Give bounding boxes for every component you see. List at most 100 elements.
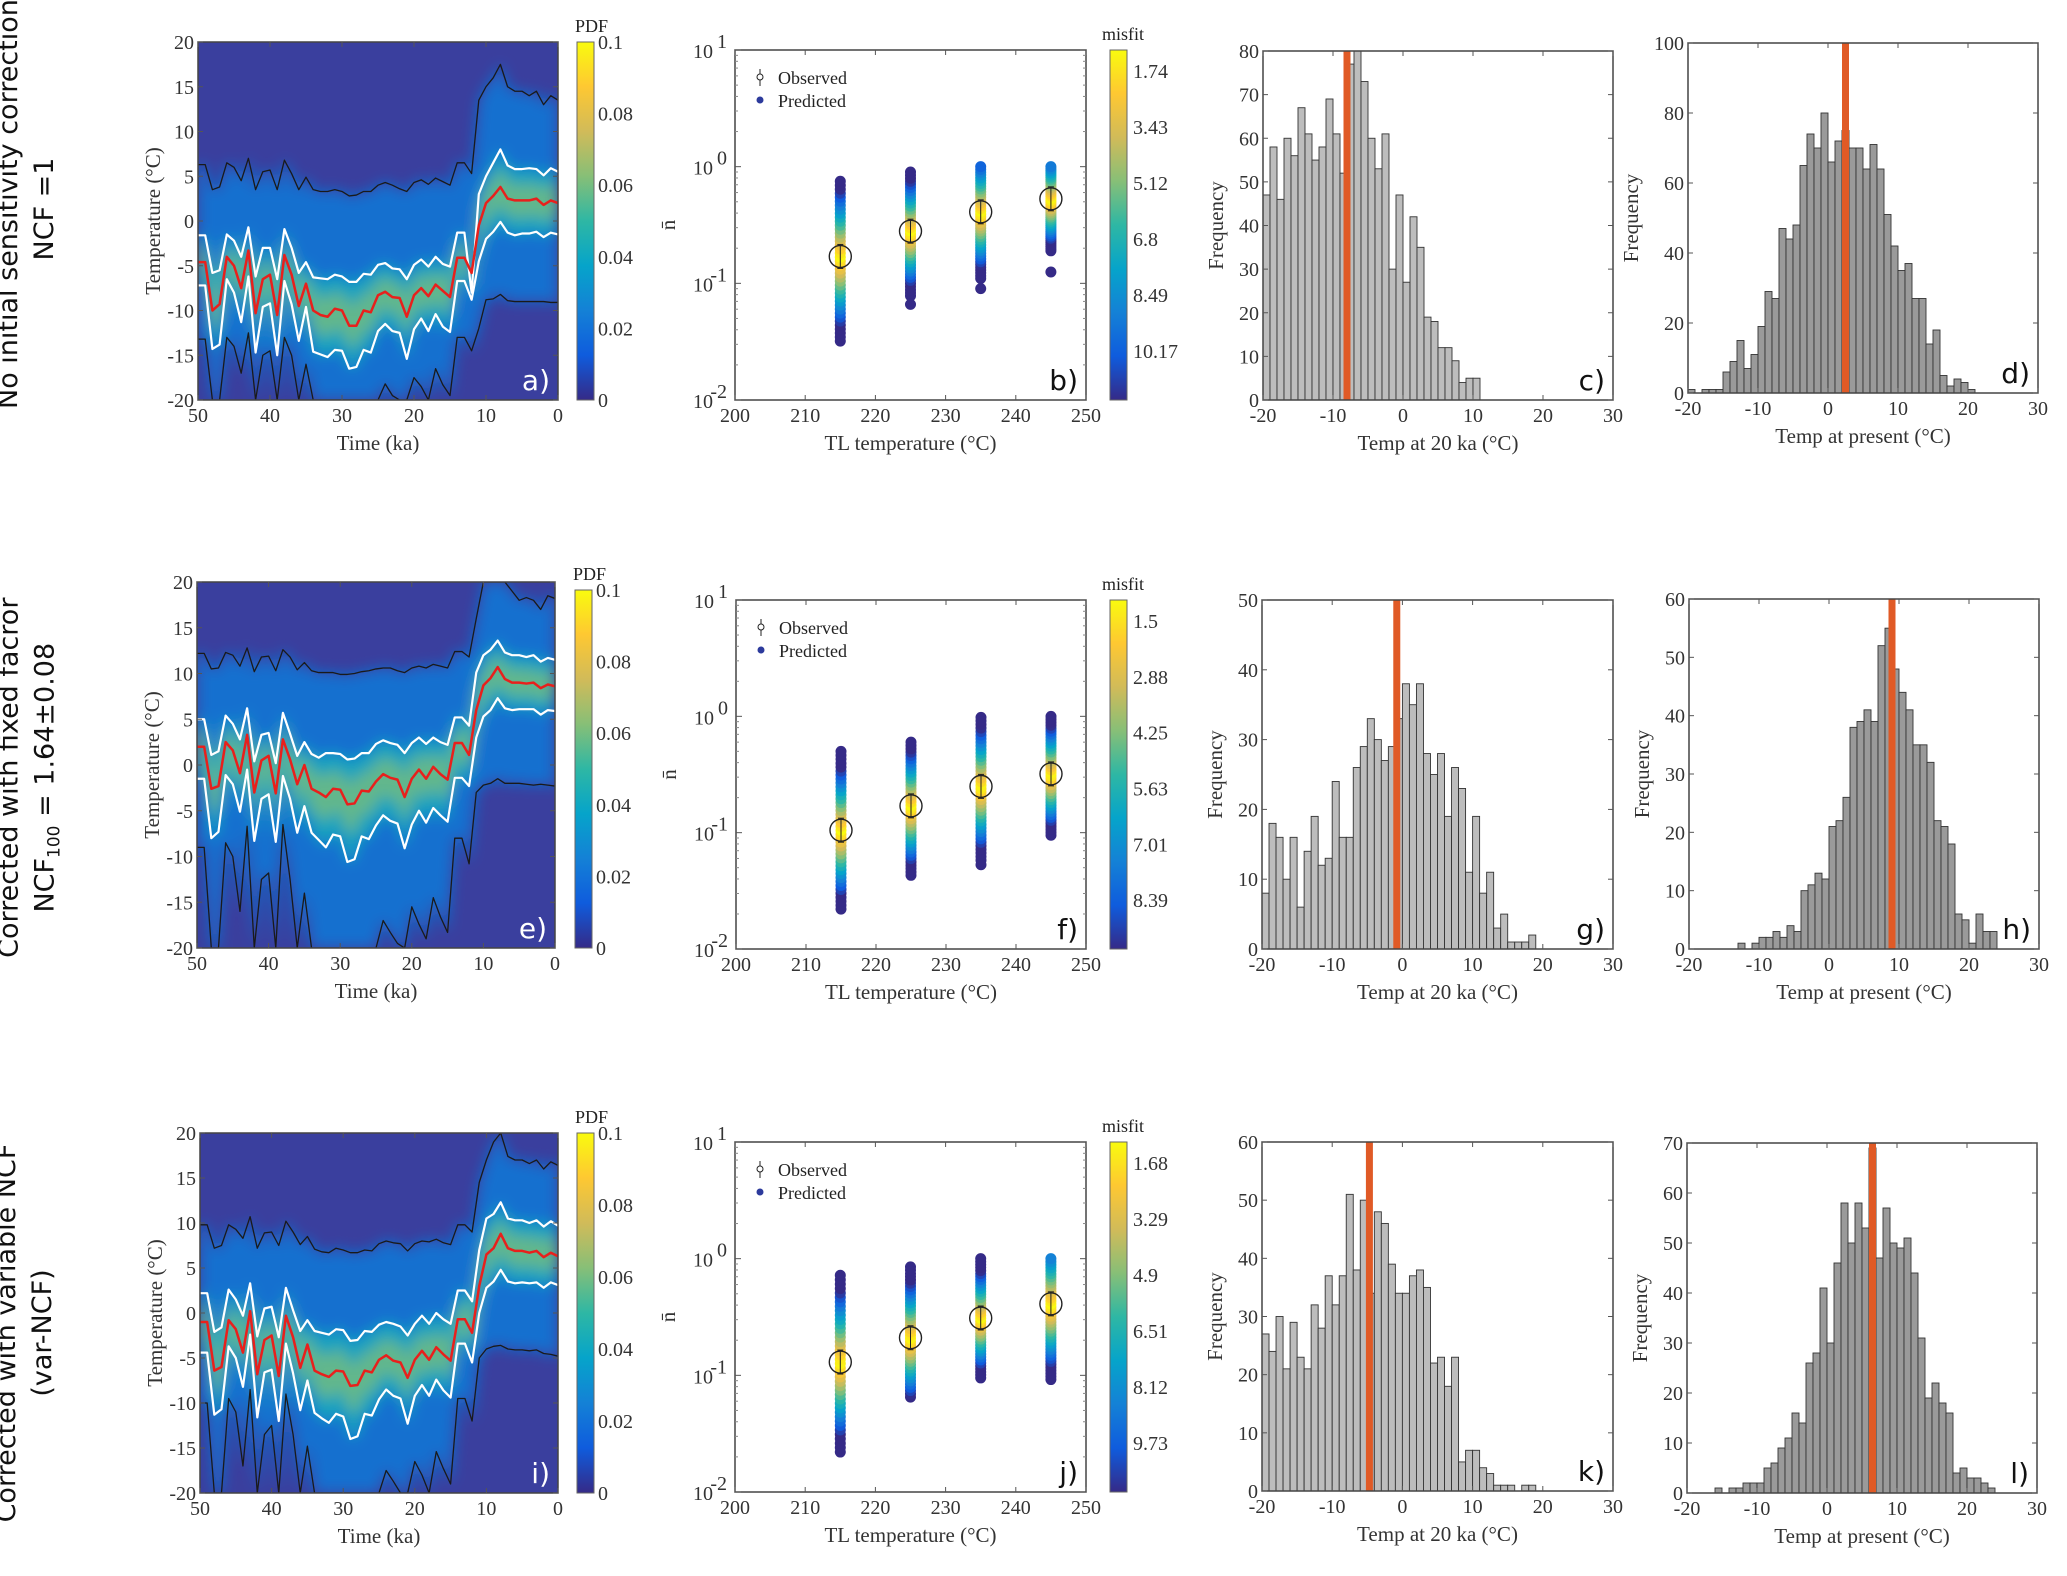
panel-h: -20 -10 0 10 20 30 0 10 20 30 40 50 60 Temp at presen… — [1630, 589, 2049, 1004]
y-tick-label: 20 — [173, 572, 193, 594]
histogram-bar — [1289, 836, 1298, 950]
histogram-bar — [1317, 1327, 1326, 1492]
histogram-bar — [1318, 146, 1327, 401]
predicted-point — [975, 711, 987, 723]
ci68-upper-line — [198, 148, 558, 294]
x-tick-label: 50 — [190, 1498, 210, 1520]
y-tick-label: -10 — [166, 847, 193, 869]
y-tick-label: -5 — [177, 256, 194, 278]
histogram-bar — [1472, 815, 1481, 950]
y-tick-label: 10 — [693, 41, 713, 63]
y-tick-label: 10 — [693, 1366, 713, 1388]
histogram-bar — [1777, 1447, 1786, 1494]
panel-c: -20 -10 0 10 20 30 0 10 20 30 40 50 60 70 80 Temp at 20… — [1204, 41, 1623, 455]
y-tick-label: 0 — [186, 1303, 196, 1325]
x-tick-label: -10 — [1746, 954, 1773, 976]
histogram-bar — [1507, 1484, 1516, 1492]
histogram-bar — [1269, 146, 1278, 401]
histogram-bar — [1764, 291, 1773, 394]
density-band-68 — [197, 640, 555, 862]
axes-frame — [734, 49, 1087, 401]
histogram-bar — [1451, 360, 1460, 401]
y-axis-label: n̄ — [656, 1311, 680, 1322]
panel-label: b) — [1049, 364, 1078, 397]
y-tick-label: 50 — [1663, 1233, 1683, 1255]
x-tick-label: 30 — [1603, 954, 1623, 976]
ci68-upper-line — [197, 639, 555, 765]
histogram-bar — [1842, 796, 1851, 950]
histogram-bar — [1919, 744, 1928, 950]
histogram-bar — [1833, 1262, 1842, 1494]
x-tick-label: -20 — [1675, 398, 1702, 420]
y-tick-label: 60 — [1664, 173, 1684, 195]
histogram-bar — [1373, 739, 1382, 950]
ci95-lower-line — [200, 1344, 558, 1493]
histogram-bar — [1458, 1461, 1467, 1492]
panel-label: c) — [1579, 364, 1605, 397]
pdf-colorbar — [576, 41, 595, 401]
histogram-bar — [1821, 878, 1830, 950]
y-tick-label: 30 — [1238, 1307, 1258, 1329]
histogram-bar — [1373, 1211, 1382, 1492]
colorbar-title: PDF — [575, 16, 608, 36]
colorbar-tick-label: 7.01 — [1133, 834, 1168, 856]
histogram-bar — [1444, 347, 1453, 401]
legend-predicted-marker — [756, 1188, 764, 1196]
histogram-bar — [1303, 850, 1312, 950]
legend-predicted-label: Predicted — [778, 91, 846, 111]
histogram-bar — [1408, 704, 1417, 950]
predicted-point — [834, 1269, 846, 1281]
colorbar-title: misfit — [1102, 24, 1144, 44]
histogram-bar — [1877, 645, 1886, 950]
colorbar-tick-label: 0.1 — [598, 1123, 623, 1145]
axes-frame — [734, 1141, 1087, 1493]
histogram-bar — [1749, 1482, 1758, 1494]
y-tick-exponent: 0 — [717, 148, 727, 170]
histogram-bar — [1381, 133, 1390, 401]
x-axis-label: TL temperature (°C) — [825, 980, 997, 1004]
histogram-bar — [1282, 878, 1291, 950]
histogram-bar — [1500, 1484, 1509, 1492]
histogram-bar — [1437, 347, 1446, 401]
x-tick-label: 30 — [330, 953, 350, 975]
histogram-bar — [1367, 137, 1376, 401]
colorbar-tick-label: 1.68 — [1133, 1153, 1168, 1175]
y-tick-exponent: -1 — [711, 814, 728, 836]
x-tick-label: 20 — [1957, 1498, 1977, 1520]
histogram-bar — [1338, 836, 1347, 950]
heatmap-density-blur — [197, 582, 555, 948]
y-tick-label: 70 — [1663, 1133, 1683, 1155]
histogram-bar — [1444, 815, 1452, 950]
histogram-bar — [1940, 826, 1949, 950]
histogram-bar — [1750, 354, 1759, 394]
y-tick-label: 10 — [693, 1250, 713, 1272]
observed-point — [828, 244, 852, 269]
histogram-bar — [1869, 144, 1878, 394]
observed-point — [1039, 762, 1063, 786]
colorbar-tick-label: 0.08 — [598, 1195, 633, 1217]
y-tick-label: 40 — [1238, 1248, 1258, 1270]
legend-observed-label: Observed — [778, 68, 847, 88]
histogram-bar — [1840, 1202, 1849, 1494]
histogram-bar — [1813, 147, 1822, 394]
histogram-bar — [1812, 1352, 1821, 1494]
y-tick-label: 10 — [1238, 869, 1258, 891]
colorbar-tick-label: 0.02 — [598, 318, 633, 340]
y-tick-label: 20 — [1238, 1365, 1258, 1387]
histogram-bar — [1849, 726, 1858, 950]
histogram-bar — [1911, 298, 1920, 394]
legend-observed-label: Observed — [778, 1160, 847, 1180]
histogram-bar — [1465, 871, 1474, 950]
histogram-bar — [1303, 1368, 1312, 1492]
axes-frame — [1686, 1142, 2038, 1494]
histogram-bar — [1296, 1356, 1305, 1492]
histogram-bar — [1917, 1337, 1926, 1494]
y-tick-label: 0 — [1675, 939, 1685, 961]
y-axis-label: Frequency — [1204, 181, 1228, 270]
legend-observed-marker — [756, 73, 764, 81]
colorbar-tick-label: 0.06 — [598, 175, 633, 197]
x-tick-label: 30 — [333, 1498, 353, 1520]
y-tick-label: -5 — [179, 1348, 196, 1370]
